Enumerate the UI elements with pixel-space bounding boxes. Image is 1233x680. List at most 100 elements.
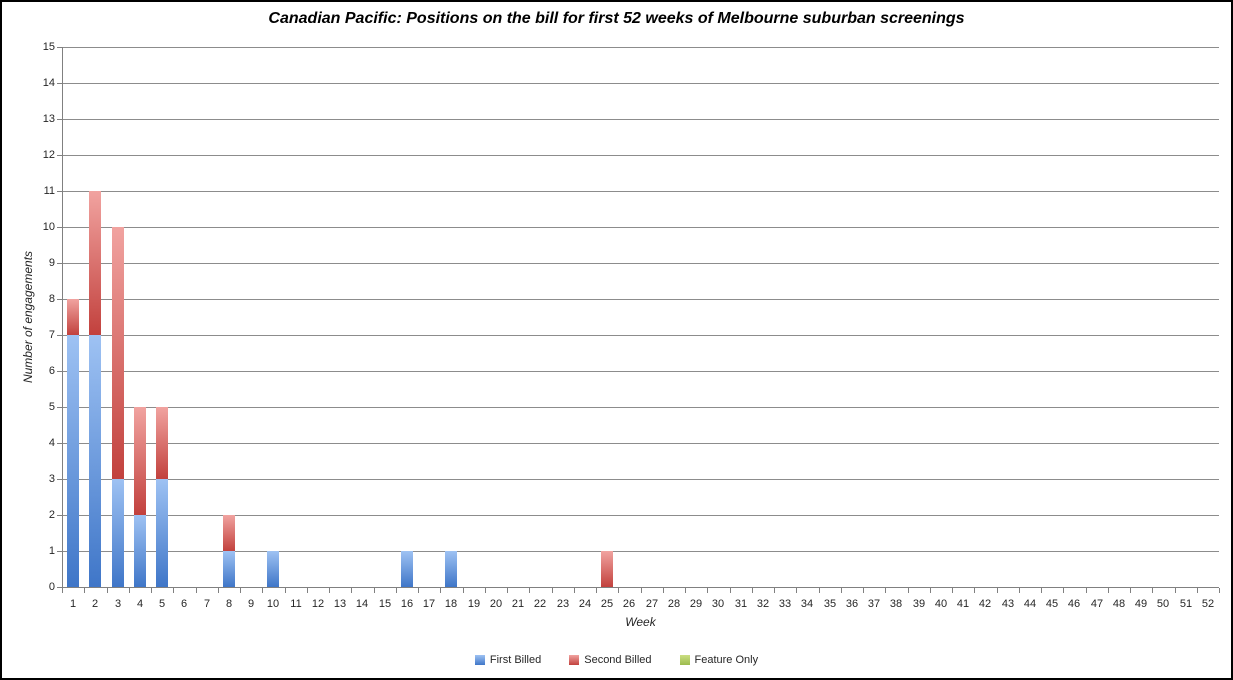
x-tick-label: 25	[600, 598, 614, 610]
x-tick	[796, 588, 797, 593]
x-tick	[685, 588, 686, 593]
y-tick	[57, 443, 62, 444]
x-tick-label: 18	[444, 598, 458, 610]
x-tick-label: 24	[578, 598, 592, 610]
y-tick-label: 4	[48, 437, 55, 449]
x-tick	[574, 588, 575, 593]
y-tick	[57, 335, 62, 336]
x-tick	[663, 588, 664, 593]
bar-segment	[267, 551, 279, 587]
x-tick	[752, 588, 753, 593]
x-tick	[1019, 588, 1020, 593]
y-tick-label: 8	[48, 293, 55, 305]
x-tick-label: 6	[180, 598, 188, 610]
x-tick	[707, 588, 708, 593]
x-tick	[107, 588, 108, 593]
x-tick-label: 45	[1045, 598, 1059, 610]
x-tick-label: 2	[91, 598, 99, 610]
first-billed-swatch-icon	[474, 655, 485, 665]
bar-segment	[67, 335, 79, 587]
x-tick	[885, 588, 886, 593]
x-tick	[529, 588, 530, 593]
x-tick	[596, 588, 597, 593]
x-tick	[485, 588, 486, 593]
x-tick-label: 28	[667, 598, 681, 610]
x-tick	[1108, 588, 1109, 593]
x-tick-label: 39	[912, 598, 926, 610]
y-tick	[57, 119, 62, 120]
gridline	[62, 263, 1219, 264]
x-tick-label: 5	[158, 598, 166, 610]
bar-segment	[401, 551, 413, 587]
x-tick	[307, 588, 308, 593]
x-tick	[62, 588, 63, 593]
x-tick	[974, 588, 975, 593]
x-tick-label: 51	[1179, 598, 1193, 610]
x-tick	[1086, 588, 1087, 593]
bar-segment	[134, 407, 146, 515]
gridline	[62, 47, 1219, 48]
gridline	[62, 551, 1219, 552]
x-axis-title: Week	[625, 615, 656, 629]
gridline	[62, 191, 1219, 192]
y-tick	[57, 515, 62, 516]
y-tick-label: 10	[42, 221, 55, 233]
x-tick-label: 33	[778, 598, 792, 610]
x-tick	[151, 588, 152, 593]
x-tick-label: 35	[823, 598, 837, 610]
x-tick-label: 41	[956, 598, 970, 610]
y-tick-label: 6	[48, 365, 55, 377]
y-tick	[57, 47, 62, 48]
x-tick	[240, 588, 241, 593]
x-axis-line	[62, 587, 1219, 588]
x-tick-label: 16	[400, 598, 414, 610]
x-tick	[1197, 588, 1198, 593]
x-tick	[374, 588, 375, 593]
x-tick	[841, 588, 842, 593]
x-tick-label: 44	[1023, 598, 1037, 610]
gridline	[62, 515, 1219, 516]
x-tick-label: 10	[266, 598, 280, 610]
x-tick	[129, 588, 130, 593]
y-tick	[57, 587, 62, 588]
x-tick-label: 43	[1001, 598, 1015, 610]
y-tick-label: 13	[42, 113, 55, 125]
y-tick	[57, 155, 62, 156]
bar-segment	[112, 479, 124, 587]
x-tick-label: 17	[422, 598, 436, 610]
x-tick-label: 42	[978, 598, 992, 610]
x-tick-label: 46	[1067, 598, 1081, 610]
gridline	[62, 83, 1219, 84]
legend-label: Feature Only	[694, 654, 759, 666]
x-tick-label: 15	[378, 598, 392, 610]
legend-item-first-billed: First Billed	[474, 654, 541, 666]
x-tick-label: 4	[136, 598, 144, 610]
gridline	[62, 155, 1219, 156]
y-tick-label: 1	[48, 545, 55, 557]
x-tick	[1063, 588, 1064, 593]
x-tick-label: 50	[1156, 598, 1170, 610]
y-axis-line	[62, 47, 63, 588]
x-tick-label: 22	[533, 598, 547, 610]
bar-segment	[223, 515, 235, 551]
x-tick-label: 9	[247, 598, 255, 610]
x-tick-label: 12	[311, 598, 325, 610]
bar-segment	[601, 551, 613, 587]
x-tick-label: 11	[290, 598, 302, 610]
gridline	[62, 227, 1219, 228]
x-tick	[952, 588, 953, 593]
x-tick-label: 1	[69, 598, 77, 610]
y-tick	[57, 227, 62, 228]
x-tick	[329, 588, 330, 593]
x-tick-label: 30	[711, 598, 725, 610]
x-tick-label: 38	[889, 598, 903, 610]
x-tick	[730, 588, 731, 593]
bar-segment	[223, 551, 235, 587]
y-tick	[57, 407, 62, 408]
x-tick	[173, 588, 174, 593]
x-tick-label: 27	[645, 598, 659, 610]
x-tick	[1152, 588, 1153, 593]
x-tick	[507, 588, 508, 593]
x-tick	[1130, 588, 1131, 593]
x-tick-label: 47	[1090, 598, 1104, 610]
